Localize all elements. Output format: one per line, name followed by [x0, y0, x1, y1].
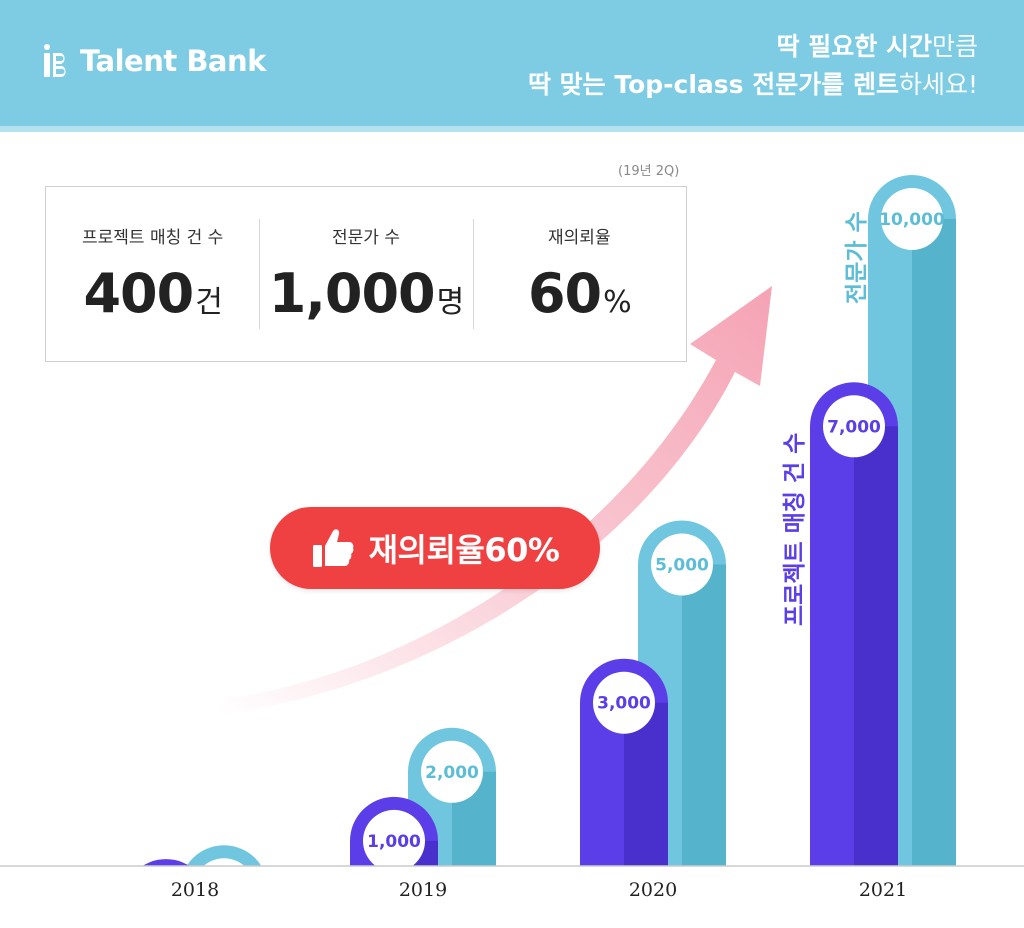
value-badge — [421, 740, 483, 803]
stat-label: 재의뢰율 — [548, 228, 611, 248]
stat-expert-count: 전문가 수 1,000명 — [259, 187, 472, 361]
value-label: 7,000 — [827, 417, 881, 437]
bar-shade — [854, 426, 898, 866]
stat-number: 400 — [83, 262, 194, 325]
rerequest-rate-badge: 재의뢰율60% — [270, 507, 600, 589]
stats-summary-box: 프로젝트 매칭 건 수 400건 전문가 수 1,000명 재의뢰율 60% — [45, 186, 687, 362]
project-bar: 7,000 — [810, 382, 898, 866]
project-bar: 1,000 — [350, 796, 438, 872]
stat-value: 60% — [473, 262, 686, 325]
x-tick-label: 2021 — [859, 879, 907, 901]
tagline-line2-thin: 하세요! — [898, 70, 978, 99]
bar-shade — [912, 219, 956, 866]
stat-unit: 건 — [195, 285, 223, 320]
expert-series-label: 전문가 수 — [844, 211, 870, 304]
thumbs-up-icon — [312, 529, 353, 567]
logo[interactable]: Talent Bank — [44, 44, 266, 78]
tagline-line1-bold: 딱 필요한 시간 — [776, 32, 932, 61]
project-series-label: 프로젝트 매칭 건 수 — [782, 433, 808, 626]
x-tick-label: 2018 — [171, 879, 219, 901]
value-label: 10,000 — [879, 210, 945, 230]
chart-baseline-mask — [0, 866, 1024, 928]
bar-body — [180, 845, 268, 890]
x-tick-label: 2020 — [629, 879, 677, 901]
value-label: 2,000 — [425, 763, 479, 783]
stat-label: 프로젝트 매칭 건 수 — [81, 228, 224, 248]
x-tick-label: 2019 — [399, 879, 447, 901]
value-badge — [593, 671, 655, 734]
value-label: 3,000 — [597, 694, 651, 714]
stat-value: 400건 — [46, 262, 259, 325]
stat-value: 1,000명 — [259, 262, 472, 325]
x-axis-labels: 2018 2019 2020 2021 — [171, 879, 907, 901]
tagline-line-1: 딱 필요한 시간만큼 — [528, 28, 978, 66]
tagline-line2-bold: 딱 맞는 Top-class 전문가를 렌트 — [527, 70, 899, 99]
value-label: 5,000 — [655, 556, 709, 576]
value-badge — [881, 188, 943, 250]
header-divider — [0, 126, 1024, 132]
value-badge — [363, 809, 425, 872]
stat-project-count: 프로젝트 매칭 건 수 400건 — [46, 187, 259, 361]
stat-number: 60 — [527, 262, 602, 325]
stat-rerequest-rate: 재의뢰율 60% — [472, 187, 686, 361]
tagline-line-2: 딱 맞는 Top-class 전문가를 렌트하세요! — [528, 66, 978, 104]
project-bar: 3,000 — [580, 658, 668, 866]
tagline: 딱 필요한 시간만큼 딱 맞는 Top-class 전문가를 렌트하세요! — [528, 28, 978, 104]
stats-period-note: (19년 2Q) — [618, 164, 680, 179]
value-label: 1,000 — [367, 832, 421, 852]
value-badge — [823, 395, 885, 458]
bar-shade — [682, 564, 726, 866]
header-banner — [0, 0, 1024, 126]
stat-number: 1,000 — [268, 262, 436, 325]
stat-unit: % — [603, 285, 631, 320]
value-badge — [651, 533, 713, 596]
stat-unit: 명 — [436, 285, 465, 320]
stat-label: 전문가 수 — [332, 228, 400, 248]
talent-bank-logo-icon — [44, 44, 66, 77]
logo-text: Talent Bank — [80, 44, 266, 78]
growth-arrow — [220, 286, 772, 714]
tagline-line1-thin: 만큼 — [931, 32, 978, 61]
badge-text: 재의뢰율60% — [368, 531, 560, 569]
